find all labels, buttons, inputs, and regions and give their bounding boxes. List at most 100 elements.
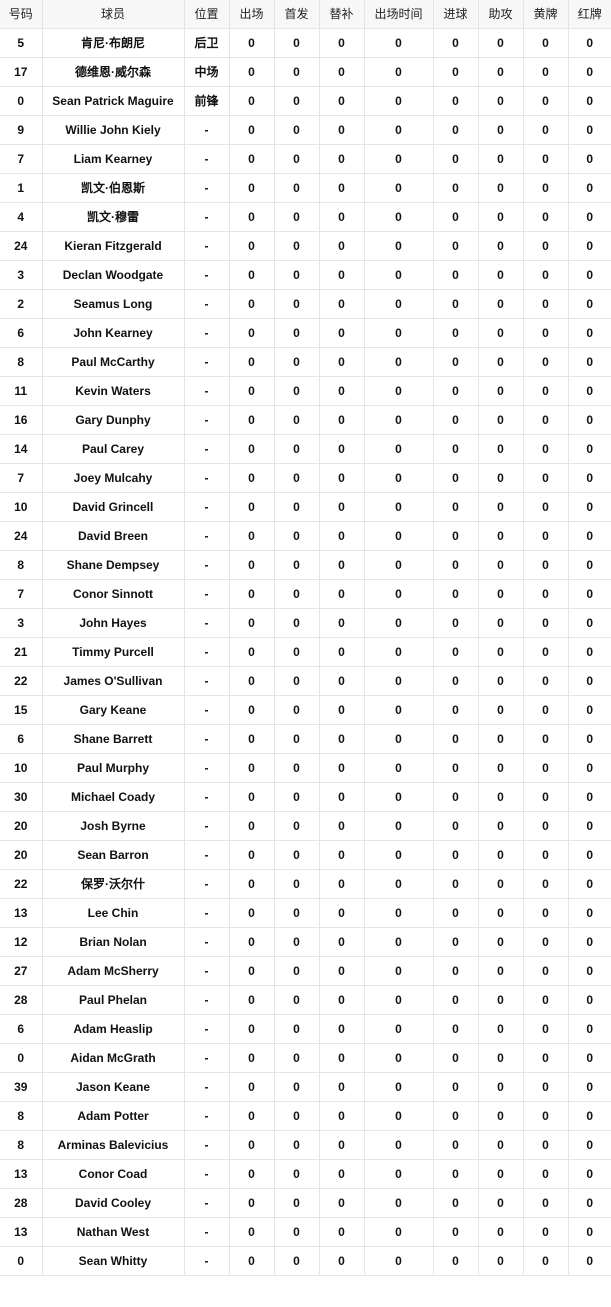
cell-starts: 0 xyxy=(273,607,320,637)
cell-starts: 0 xyxy=(273,491,320,521)
cell-yellow-cards: 0 xyxy=(522,549,569,579)
cell-appearances: 0 xyxy=(228,723,275,753)
cell-goals: 0 xyxy=(432,1158,479,1188)
cell-red-cards: 0 xyxy=(567,375,611,405)
table-row: 16 Gary Dunphy -0 0 0 0 0 0 0 0 xyxy=(0,404,611,434)
table-row: 30 Michael Coady -0 0 0 0 0 0 0 0 xyxy=(0,781,611,811)
cell-yellow-cards: 0 xyxy=(522,433,569,463)
cell-number: 17 xyxy=(0,56,43,86)
cell-yellow-cards: 0 xyxy=(522,491,569,521)
table-row: 24 Kieran Fitzgerald -0 0 0 0 0 0 0 0 xyxy=(0,230,611,260)
cell-starts: 0 xyxy=(273,926,320,956)
cell-assists: 0 xyxy=(477,1216,524,1246)
cell-appearances: 0 xyxy=(228,1100,275,1130)
cell-red-cards: 0 xyxy=(567,955,611,985)
cell-goals: 0 xyxy=(432,317,479,347)
cell-appearances: 0 xyxy=(228,868,275,898)
cell-minutes: 0 xyxy=(363,723,434,753)
cell-red-cards: 0 xyxy=(567,1216,611,1246)
cell-red-cards: 0 xyxy=(567,404,611,434)
cell-appearances: 0 xyxy=(228,1071,275,1101)
cell-position: - xyxy=(183,143,230,173)
column-header-player: 球员 xyxy=(41,0,185,28)
cell-appearances: 0 xyxy=(228,288,275,318)
cell-appearances: 0 xyxy=(228,897,275,927)
table-row: 12 Brian Nolan -0 0 0 0 0 0 0 0 xyxy=(0,926,611,956)
cell-starts: 0 xyxy=(273,317,320,347)
cell-position: - xyxy=(183,1129,230,1159)
cell-minutes: 0 xyxy=(363,1013,434,1043)
cell-position: - xyxy=(183,636,230,666)
table-row: 6 John Kearney -0 0 0 0 0 0 0 0 xyxy=(0,317,611,347)
cell-starts: 0 xyxy=(273,1158,320,1188)
cell-substitutes: 0 xyxy=(318,201,365,231)
cell-starts: 0 xyxy=(273,85,320,115)
cell-minutes: 0 xyxy=(363,868,434,898)
cell-appearances: 0 xyxy=(228,404,275,434)
cell-position: - xyxy=(183,114,230,144)
cell-player: Arminas Balevicius xyxy=(41,1129,185,1159)
table-row: 1 凯文·伯恩斯 -0 0 0 0 0 0 0 0 xyxy=(0,172,611,202)
cell-number: 3 xyxy=(0,259,43,289)
table-row: 10 David Grincell -0 0 0 0 0 0 0 0 xyxy=(0,491,611,521)
cell-player: Gary Keane xyxy=(41,694,185,724)
cell-player: Sean Patrick Maguire xyxy=(41,85,185,115)
table-row: 0 Sean Patrick Maguire 前锋 0 0 0 0 0 0 0 0 xyxy=(0,85,611,115)
cell-position: - xyxy=(183,955,230,985)
cell-position: - xyxy=(183,1245,230,1275)
cell-goals: 0 xyxy=(432,607,479,637)
table-row: 4 凯文·穆雷 -0 0 0 0 0 0 0 0 xyxy=(0,201,611,231)
cell-red-cards: 0 xyxy=(567,1187,611,1217)
cell-substitutes: 0 xyxy=(318,56,365,86)
cell-starts: 0 xyxy=(273,723,320,753)
cell-number: 8 xyxy=(0,549,43,579)
cell-yellow-cards: 0 xyxy=(522,520,569,550)
table-row: 7 Conor Sinnott -0 0 0 0 0 0 0 0 xyxy=(0,578,611,608)
cell-substitutes: 0 xyxy=(318,1100,365,1130)
cell-substitutes: 0 xyxy=(318,1013,365,1043)
cell-goals: 0 xyxy=(432,259,479,289)
column-header-red-cards: 红牌 xyxy=(567,0,611,28)
cell-number: 0 xyxy=(0,85,43,115)
cell-starts: 0 xyxy=(273,114,320,144)
cell-number: 2 xyxy=(0,288,43,318)
cell-number: 6 xyxy=(0,317,43,347)
cell-goals: 0 xyxy=(432,1245,479,1275)
cell-minutes: 0 xyxy=(363,85,434,115)
cell-substitutes: 0 xyxy=(318,955,365,985)
table-row: 0 Aidan McGrath -0 0 0 0 0 0 0 0 xyxy=(0,1042,611,1072)
cell-minutes: 0 xyxy=(363,143,434,173)
cell-starts: 0 xyxy=(273,259,320,289)
cell-appearances: 0 xyxy=(228,317,275,347)
table-row: 8 Adam Potter -0 0 0 0 0 0 0 0 xyxy=(0,1100,611,1130)
cell-starts: 0 xyxy=(273,520,320,550)
cell-position: - xyxy=(183,984,230,1014)
cell-assists: 0 xyxy=(477,56,524,86)
cell-position: - xyxy=(183,230,230,260)
cell-goals: 0 xyxy=(432,375,479,405)
cell-minutes: 0 xyxy=(363,404,434,434)
table-row: 13 Lee Chin -0 0 0 0 0 0 0 0 xyxy=(0,897,611,927)
cell-minutes: 0 xyxy=(363,27,434,57)
cell-red-cards: 0 xyxy=(567,56,611,86)
cell-appearances: 0 xyxy=(228,1187,275,1217)
cell-red-cards: 0 xyxy=(567,288,611,318)
cell-red-cards: 0 xyxy=(567,317,611,347)
cell-appearances: 0 xyxy=(228,85,275,115)
cell-substitutes: 0 xyxy=(318,1187,365,1217)
cell-player: Brian Nolan xyxy=(41,926,185,956)
cell-position: - xyxy=(183,607,230,637)
cell-goals: 0 xyxy=(432,665,479,695)
column-header-position: 位置 xyxy=(183,0,230,28)
cell-yellow-cards: 0 xyxy=(522,27,569,57)
cell-red-cards: 0 xyxy=(567,984,611,1014)
cell-red-cards: 0 xyxy=(567,1042,611,1072)
cell-substitutes: 0 xyxy=(318,752,365,782)
cell-player: John Kearney xyxy=(41,317,185,347)
cell-minutes: 0 xyxy=(363,694,434,724)
cell-goals: 0 xyxy=(432,230,479,260)
cell-yellow-cards: 0 xyxy=(522,636,569,666)
cell-assists: 0 xyxy=(477,1245,524,1275)
cell-red-cards: 0 xyxy=(567,259,611,289)
table-row: 6 Adam Heaslip -0 0 0 0 0 0 0 0 xyxy=(0,1013,611,1043)
